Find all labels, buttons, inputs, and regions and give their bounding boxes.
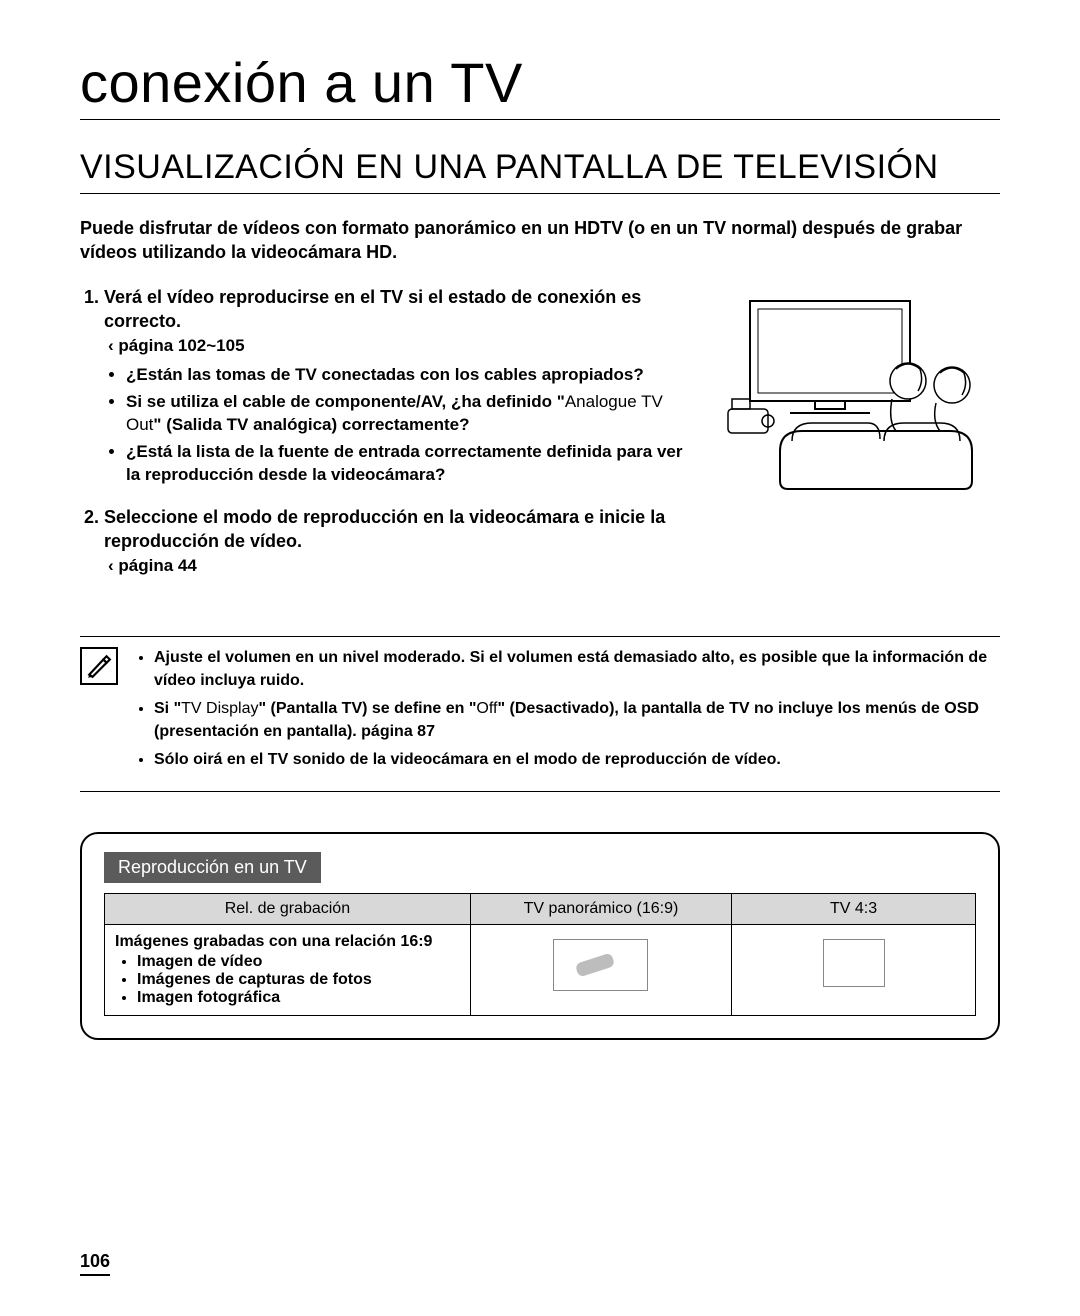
th-4-3-tv: TV 4:3 [732,894,976,925]
intro-paragraph: Puede disfrutar de vídeos con formato pa… [80,216,1000,265]
step-1-ref: ‹ página 102~105 [108,335,700,358]
th-wide-tv: TV panorámico (16:9) [470,894,731,925]
cell-row-item-3: Imagen fotográfica [137,989,460,1007]
page-number: 106 [80,1251,110,1276]
screen-16-9-icon [553,939,648,991]
note-icon [80,647,118,685]
step-1-bullets: ¿Están las tomas de TV conectadas con lo… [104,364,700,487]
note-block: Ajuste el volumen en un nivel moderado. … [80,636,1000,792]
cell-wide-preview [470,925,731,1016]
step-1-text: Verá el vídeo reproducirse en el TV si e… [104,287,641,331]
step-1: Verá el vídeo reproducirse en el TV si e… [104,285,700,487]
chapter-title: conexión a un TV [80,50,1000,120]
note-list: Ajuste el volumen en un nivel moderado. … [134,647,1000,777]
steps-list: Verá el vídeo reproducirse en el TV si e… [80,285,700,579]
step-1-bullet-1: ¿Están las tomas de TV conectadas con lo… [126,364,700,387]
cell-recording-types: Imágenes grabadas con una relación 16:9 … [105,925,471,1016]
screen-4-3-icon [823,939,885,987]
step-1-bullet-2-pre: Si se utiliza el cable de componente/AV,… [126,392,565,411]
note-2-mid3: Off [476,700,497,717]
cell-row-item-1: Imagen de vídeo [137,953,460,971]
step-2-ref: ‹ página 44 [108,555,700,578]
note-3: Sólo oirá en el TV sonido de la videocám… [154,749,1000,771]
step-2-text: Seleccione el modo de reproducción en la… [104,507,665,551]
table-row: Imágenes grabadas con una relación 16:9 … [105,925,976,1016]
note-1: Ajuste el volumen en un nivel moderado. … [154,647,1000,692]
tv-table-box: Reproducción en un TV Rel. de grabación … [80,832,1000,1040]
table-tab: Reproducción en un TV [104,852,321,883]
cell-row-list: Imagen de vídeo Imágenes de capturas de … [115,953,460,1007]
cell-row-item-2: Imágenes de capturas de fotos [137,971,460,989]
note-2: Si "TV Display" (Pantalla TV) se define … [154,698,1000,743]
section-title: VISUALIZACIÓN EN UNA PANTALLA DE TELEVIS… [80,148,1000,194]
th-recording-ratio: Rel. de grabación [105,894,471,925]
cell-4-3-preview [732,925,976,1016]
note-2-mid2: " (Pantalla TV) se define en " [259,700,477,717]
cell-row-title: Imágenes grabadas con una relación 16:9 [115,933,460,951]
step-1-bullet-2-post: " (Salida TV analógica) correctamente? [153,415,469,434]
note-2-pre: Si " [154,700,181,717]
note-2-mid1: TV Display [181,700,258,717]
illustration-tv-viewers [720,291,1000,491]
step-1-bullet-2: Si se utiliza el cable de componente/AV,… [126,391,700,437]
step-1-bullet-3: ¿Está la lista de la fuente de entrada c… [126,441,700,487]
step-2: Seleccione el modo de reproducción en la… [104,505,700,579]
tv-table: Rel. de grabación TV panorámico (16:9) T… [104,893,976,1016]
